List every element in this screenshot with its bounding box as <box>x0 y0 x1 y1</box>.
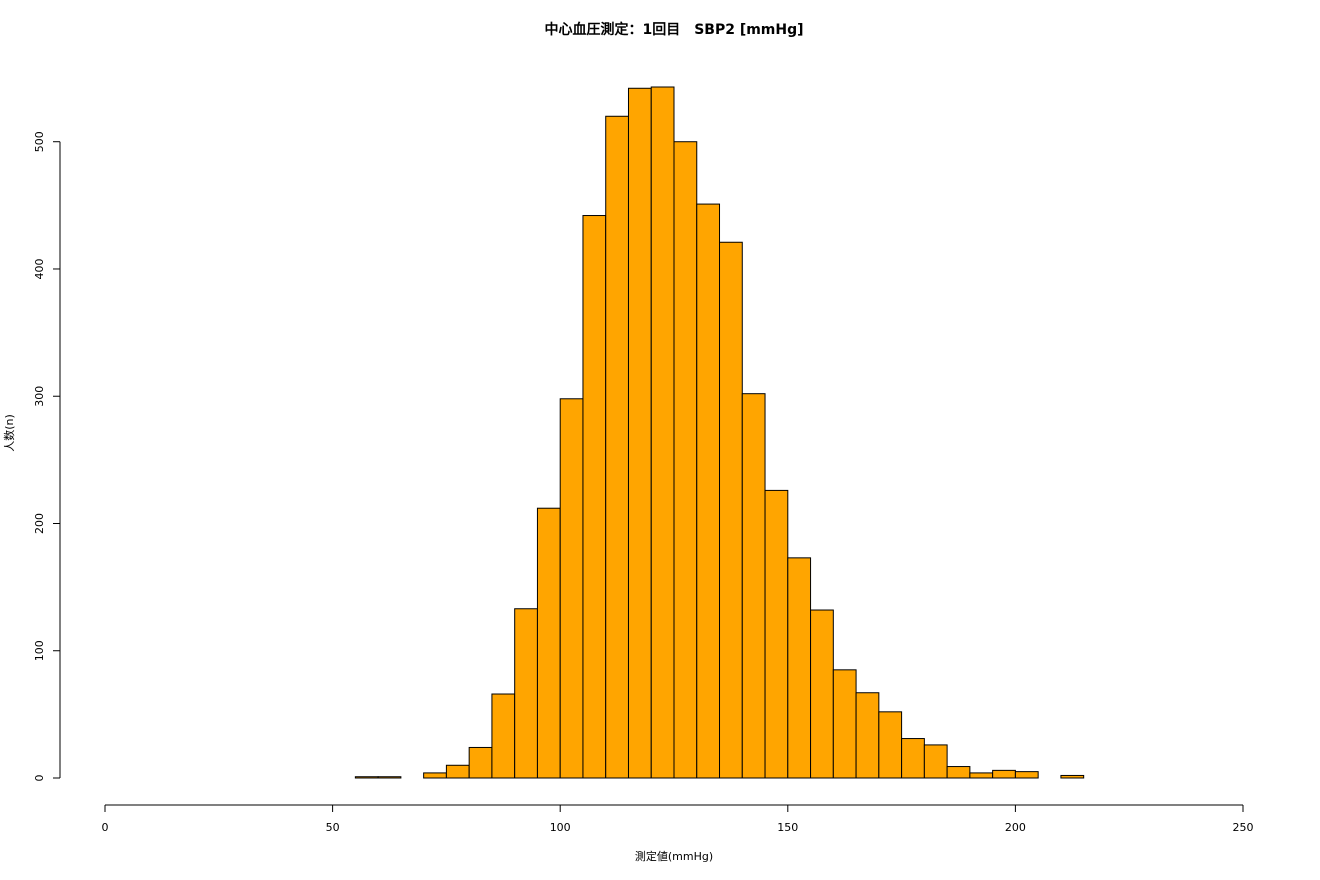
bar <box>377 776 402 779</box>
x-axis-label: 測定値(mmHg) <box>635 849 713 863</box>
x-tick-label: 50 <box>326 821 340 834</box>
bar <box>901 738 925 779</box>
bar <box>627 87 652 779</box>
bar <box>992 769 1016 779</box>
bar <box>491 693 516 779</box>
y-tick-label: 300 <box>33 386 46 407</box>
bar <box>969 772 994 779</box>
bar <box>468 746 493 779</box>
y-tick-label: 400 <box>33 258 46 279</box>
x-tick-label: 200 <box>1005 821 1026 834</box>
x-tick-label: 100 <box>550 821 571 834</box>
y-tick-label: 0 <box>33 775 46 782</box>
bar <box>787 557 812 779</box>
bar <box>514 608 538 779</box>
y-axis-label: 人数(n) <box>3 414 16 452</box>
bar <box>946 766 971 779</box>
bar <box>559 398 584 779</box>
bar <box>650 86 675 779</box>
bar <box>354 776 379 779</box>
bar <box>423 772 447 779</box>
bar <box>1014 771 1039 779</box>
y-tick-label: 200 <box>33 513 46 534</box>
bar <box>536 507 561 779</box>
y-tick-label: 500 <box>33 131 46 152</box>
bar <box>764 489 789 779</box>
bar <box>605 115 629 779</box>
bar <box>855 692 880 779</box>
bar <box>719 241 743 779</box>
x-tick-label: 0 <box>102 821 109 834</box>
bar <box>810 609 834 779</box>
bar <box>673 141 698 779</box>
bar <box>923 744 948 779</box>
bar <box>696 203 721 779</box>
bar <box>1060 774 1085 779</box>
bar <box>582 215 607 779</box>
x-tick-label: 150 <box>777 821 798 834</box>
x-tick-label: 250 <box>1233 821 1254 834</box>
y-tick-label: 100 <box>33 640 46 661</box>
bar <box>445 764 470 779</box>
bar <box>832 669 857 779</box>
bar <box>878 711 903 779</box>
bar <box>741 393 766 779</box>
chart-title: 中心血圧測定：1回目 SBP2 [mmHg] <box>544 21 803 38</box>
